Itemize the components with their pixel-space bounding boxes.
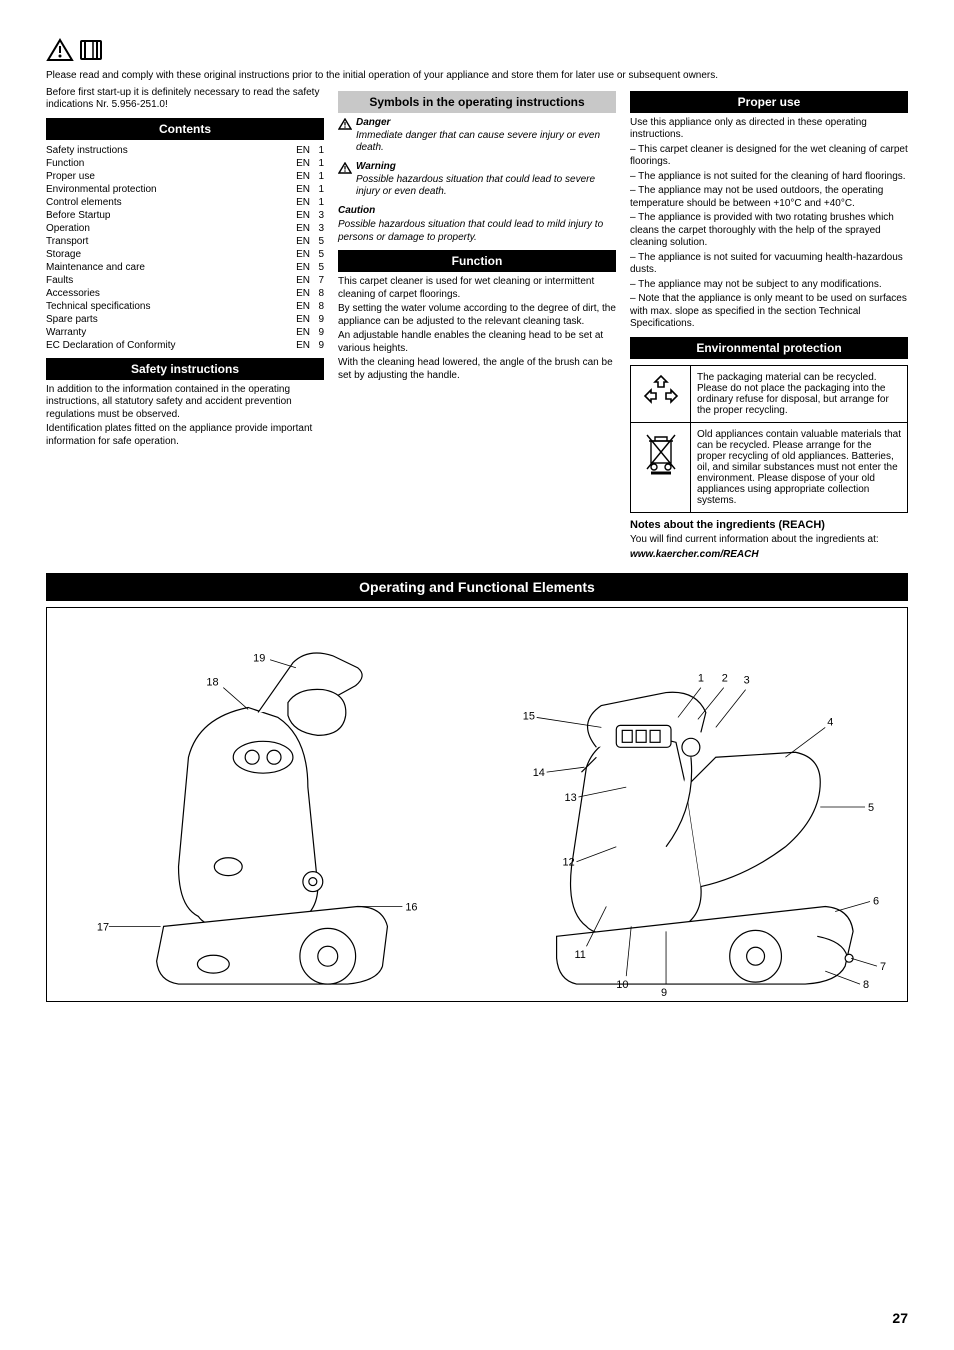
notice-icons bbox=[46, 38, 908, 62]
warning-triangle-icon bbox=[338, 118, 352, 130]
svg-text:7: 7 bbox=[880, 961, 886, 973]
function-p1: This carpet cleaner is used for wet clea… bbox=[338, 276, 616, 301]
svg-text:3: 3 bbox=[744, 675, 750, 687]
table-row: Before StartupEN3 bbox=[46, 209, 324, 222]
warning-text: Possible hazardous situation that could … bbox=[356, 174, 616, 199]
svg-text:18: 18 bbox=[206, 677, 218, 689]
function-p3: An adjustable handle enables the cleanin… bbox=[338, 330, 616, 355]
svg-text:2: 2 bbox=[722, 673, 728, 685]
table-row: The packaging material can be recycled. … bbox=[631, 365, 908, 422]
table-row: StorageEN5 bbox=[46, 248, 324, 261]
svg-text:11: 11 bbox=[575, 949, 586, 961]
svg-text:6: 6 bbox=[873, 896, 879, 908]
reach-url: www.kaercher.com/REACH bbox=[630, 549, 908, 562]
table-row: AccessoriesEN8 bbox=[46, 287, 324, 300]
safety-p2: Identification plates fitted on the appl… bbox=[46, 423, 324, 448]
warning-triangle-icon bbox=[338, 162, 352, 174]
env-table: The packaging material can be recycled. … bbox=[630, 365, 908, 513]
danger-text: Immediate danger that can cause severe i… bbox=[356, 130, 616, 155]
caution-label: Caution bbox=[338, 205, 616, 218]
proper-use-li6: – The appliance may not be subject to an… bbox=[630, 279, 908, 292]
svg-text:14: 14 bbox=[533, 767, 545, 779]
proper-use-li1: – This carpet cleaner is designed for th… bbox=[630, 144, 908, 169]
intro-text: Please read and comply with these origin… bbox=[46, 70, 908, 83]
proper-use-text: Use this appliance only as directed in t… bbox=[630, 117, 908, 142]
table-row: Environmental protectionEN1 bbox=[46, 183, 324, 196]
env-heading: Environmental protection bbox=[630, 337, 908, 359]
proper-use-li3: – The appliance may not be used outdoors… bbox=[630, 185, 908, 210]
svg-text:16: 16 bbox=[405, 902, 417, 914]
svg-text:10: 10 bbox=[616, 979, 628, 991]
svg-text:15: 15 bbox=[523, 711, 535, 723]
table-row: Old appliances contain valuable material… bbox=[631, 422, 908, 512]
function-p2: By setting the water volume according to… bbox=[338, 303, 616, 328]
proper-use-li4: – The appliance is provided with two rot… bbox=[630, 212, 908, 250]
table-row: TransportEN5 bbox=[46, 235, 324, 248]
table-row: WarrantyEN9 bbox=[46, 326, 324, 339]
reach-text: You will find current information about … bbox=[630, 534, 908, 547]
warning-label: Warning bbox=[356, 161, 396, 172]
proper-use-li2: – The appliance is not suited for the cl… bbox=[630, 171, 908, 184]
machine-diagram: 17 18 19 16 bbox=[46, 607, 908, 1002]
table-row: FaultsEN7 bbox=[46, 274, 324, 287]
svg-text:1: 1 bbox=[698, 673, 704, 685]
table-row: EC Declaration of ConformityEN9 bbox=[46, 339, 324, 352]
svg-text:19: 19 bbox=[253, 653, 265, 665]
danger-label: Danger bbox=[356, 117, 390, 128]
diagram-heading: Operating and Functional Elements bbox=[46, 573, 908, 601]
table-row: Safety instructionsEN1 bbox=[46, 144, 324, 157]
warning-block: Warning Possible hazardous situation tha… bbox=[338, 161, 616, 201]
recycle-icon bbox=[641, 372, 681, 412]
env-row1-text: The packaging material can be recycled. … bbox=[691, 365, 908, 422]
before-use-note: Before first start-up it is definitely n… bbox=[46, 87, 324, 112]
column-3: Proper use Use this appliance only as di… bbox=[630, 85, 908, 564]
svg-text:5: 5 bbox=[868, 802, 874, 814]
proper-use-li7: – Note that the appliance is only meant … bbox=[630, 293, 908, 331]
table-row: Technical specificationsEN8 bbox=[46, 300, 324, 313]
column-1: Before first start-up it is definitely n… bbox=[46, 85, 324, 564]
proper-use-li5: – The appliance is not suited for vacuum… bbox=[630, 252, 908, 277]
table-row: FunctionEN1 bbox=[46, 157, 324, 170]
weee-crossed-bin-icon bbox=[641, 429, 681, 475]
svg-text:9: 9 bbox=[661, 987, 667, 999]
symbols-heading: Symbols in the operating instructions bbox=[338, 91, 616, 113]
column-2: Symbols in the operating instructions Da… bbox=[338, 85, 616, 564]
svg-text:17: 17 bbox=[97, 922, 109, 934]
reach-title: Notes about the ingredients (REACH) bbox=[630, 519, 908, 533]
env-row2-text: Old appliances contain valuable material… bbox=[691, 422, 908, 512]
table-row: Control elementsEN1 bbox=[46, 196, 324, 209]
recycle-icon-cell bbox=[631, 365, 691, 422]
table-row: OperationEN3 bbox=[46, 222, 324, 235]
svg-text:13: 13 bbox=[565, 792, 577, 804]
danger-block: Danger Immediate danger that can cause s… bbox=[338, 117, 616, 157]
svg-text:4: 4 bbox=[827, 717, 833, 729]
table-row: Proper useEN1 bbox=[46, 170, 324, 183]
table-row: Maintenance and careEN5 bbox=[46, 261, 324, 274]
function-heading: Function bbox=[338, 250, 616, 272]
contents-heading: Contents bbox=[46, 118, 324, 140]
table-row: Spare partsEN9 bbox=[46, 313, 324, 326]
contents-table: Safety instructionsEN1FunctionEN1Proper … bbox=[46, 144, 324, 352]
page-number: 27 bbox=[892, 1310, 908, 1326]
weee-icon-cell bbox=[631, 422, 691, 512]
caution-text: Possible hazardous situation that could … bbox=[338, 219, 616, 244]
safety-p1: In addition to the information contained… bbox=[46, 384, 324, 422]
proper-use-heading: Proper use bbox=[630, 91, 908, 113]
svg-text:8: 8 bbox=[863, 979, 869, 991]
svg-text:12: 12 bbox=[563, 857, 575, 869]
safety-heading: Safety instructions bbox=[46, 358, 324, 380]
function-p4: With the cleaning head lowered, the angl… bbox=[338, 357, 616, 382]
